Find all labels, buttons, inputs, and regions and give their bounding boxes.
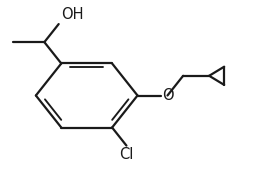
Text: O: O bbox=[162, 88, 174, 103]
Text: Cl: Cl bbox=[119, 147, 134, 163]
Text: OH: OH bbox=[61, 7, 84, 22]
